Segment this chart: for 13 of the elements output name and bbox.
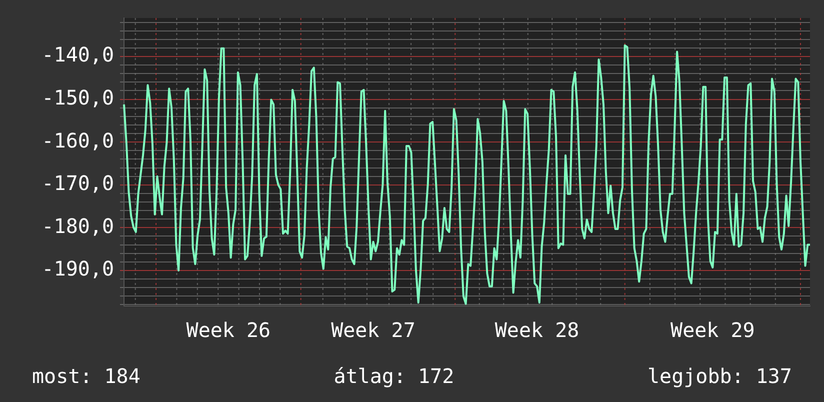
- text: most: 184: [32, 363, 140, 390]
- y-tick-label: -160,0: [42, 128, 114, 152]
- y-tick-label: -140,0: [42, 42, 114, 67]
- text: legjobb: 137: [647, 363, 792, 390]
- x-tick-label: Week 28: [494, 318, 580, 342]
- x-tick-label: Week 27: [331, 318, 416, 342]
- text: átlag: 172: [334, 363, 454, 390]
- y-tick-label: -150,0: [42, 86, 114, 110]
- x-tick-label: Week 26: [186, 318, 271, 342]
- x-tick-label: Week 29: [670, 318, 755, 342]
- y-tick-label: -190,0: [42, 256, 114, 281]
- y-tick-label: -180,0: [42, 214, 114, 238]
- y-tick-label: -170,0: [42, 171, 114, 196]
